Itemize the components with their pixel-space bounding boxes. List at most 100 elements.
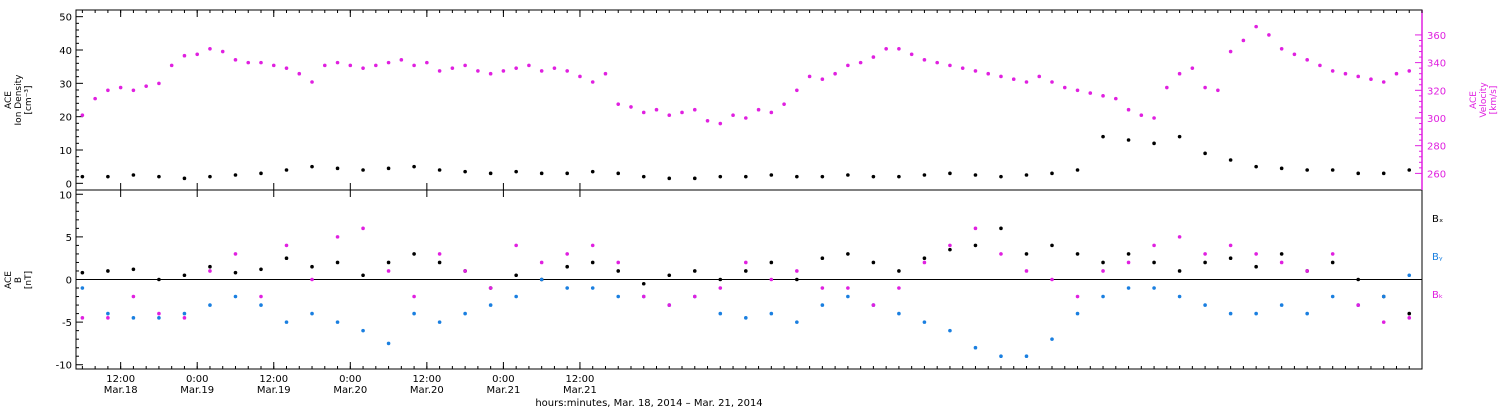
density-point — [488, 171, 493, 176]
bz-point — [106, 316, 110, 320]
density-point — [795, 174, 799, 179]
velocity-axis-title-line: [km/s] — [1489, 86, 1499, 115]
bx-point — [1279, 252, 1284, 256]
bx-point — [1177, 269, 1182, 273]
velocity-point — [348, 63, 353, 68]
velocity-point — [1369, 77, 1373, 82]
bz-point — [1356, 303, 1361, 307]
by-point — [488, 303, 493, 307]
legend-bz: Bₖ — [1432, 290, 1443, 301]
by-point — [1254, 311, 1258, 316]
density-point — [1228, 158, 1233, 162]
x-tick-date: Mar.21 — [563, 385, 597, 396]
by-point — [1024, 354, 1029, 359]
velocity-point — [488, 71, 493, 76]
density-point — [463, 169, 467, 174]
bz-point — [692, 294, 697, 299]
velocity-point — [999, 74, 1003, 79]
by-point — [386, 341, 391, 346]
density-axis-title-line: [cm⁻³] — [24, 85, 34, 114]
density-point — [1381, 171, 1386, 176]
by-point — [284, 320, 289, 324]
by-point — [1228, 311, 1233, 316]
velocity-point — [1126, 107, 1131, 112]
bx-point — [744, 269, 748, 273]
velocity-point — [1165, 85, 1169, 90]
velocity-point — [820, 77, 825, 82]
by-point — [514, 294, 518, 299]
velocity-point — [259, 60, 263, 65]
bx-point — [208, 264, 212, 269]
density-point — [616, 171, 621, 176]
velocity-point — [884, 46, 888, 51]
bx-point — [182, 273, 187, 278]
density-point — [871, 174, 876, 179]
bx-point — [922, 256, 927, 260]
field-axis-tick-label: 10 — [59, 190, 72, 201]
velocity-point — [1254, 24, 1258, 29]
density-point — [718, 174, 723, 179]
bx-point — [284, 256, 289, 260]
bx-point — [590, 260, 595, 265]
velocity-point — [1216, 88, 1220, 93]
bx-point — [514, 273, 518, 278]
bz-point — [463, 269, 467, 273]
by-point — [182, 311, 187, 316]
velocity-point — [169, 63, 174, 68]
bz-point — [437, 252, 442, 256]
velocity-point — [1088, 91, 1093, 95]
density-point — [1330, 168, 1335, 172]
by-point — [437, 320, 442, 324]
velocity-point — [1101, 94, 1105, 98]
velocity-point — [1024, 80, 1029, 84]
density-point — [1152, 141, 1156, 146]
density-point — [999, 174, 1003, 179]
bz-point — [386, 269, 391, 273]
bx-point — [437, 260, 442, 265]
bz-point — [718, 286, 723, 290]
bx-point — [1228, 256, 1233, 260]
velocity-point — [106, 88, 110, 93]
velocity-point — [782, 102, 786, 106]
velocity-point — [1279, 46, 1284, 51]
bx-point — [361, 273, 365, 278]
velocity-point — [208, 46, 212, 51]
x-tick-time: 0:00 — [492, 374, 514, 385]
velocity-point — [335, 60, 340, 65]
velocity-point — [1062, 85, 1067, 90]
bx-point — [233, 270, 238, 275]
velocity-axis-tick-label: 340 — [1427, 59, 1446, 70]
bz-point — [335, 235, 340, 239]
density-point — [437, 168, 442, 172]
bz-point — [616, 260, 621, 265]
velocity-point — [1190, 66, 1195, 70]
by-point — [131, 316, 136, 320]
bz-point — [1152, 243, 1156, 248]
bz-point — [80, 316, 85, 320]
density-point — [820, 174, 825, 179]
bx-point — [335, 260, 340, 265]
by-point — [106, 311, 110, 316]
velocity-point — [1011, 77, 1016, 82]
bx-point — [310, 264, 314, 269]
velocity-point — [527, 63, 531, 68]
velocity-point — [578, 74, 582, 79]
by-point — [1152, 286, 1156, 290]
bx-point — [106, 269, 110, 273]
by-point — [922, 320, 927, 324]
bx-point — [641, 281, 646, 286]
velocity-point — [1152, 116, 1156, 120]
bz-point — [1101, 269, 1105, 273]
density-point — [412, 164, 416, 169]
by-point — [1050, 337, 1054, 341]
bz-point — [310, 277, 314, 282]
velocity-point — [118, 85, 123, 90]
by-point — [590, 286, 595, 290]
velocity-point — [744, 116, 748, 120]
density-point — [284, 168, 289, 172]
x-tick-time: 12:00 — [566, 374, 595, 385]
velocity-axis-title: ACE Velocity [km/s] — [1469, 82, 1499, 118]
bx-point — [259, 267, 263, 272]
density-point — [948, 171, 952, 176]
bz-point — [999, 252, 1003, 256]
